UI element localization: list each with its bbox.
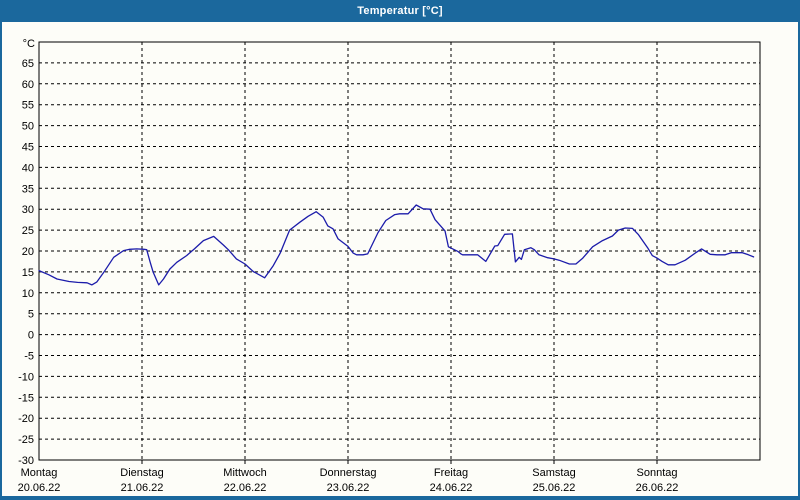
x-axis-day-label: Sonntag [637,467,678,479]
x-axis-day-label: Freitag [434,467,468,479]
x-axis-date-label: 22.06.22 [224,482,267,494]
y-axis-label: 55 [22,100,34,112]
x-axis-date-label: 26.06.22 [636,482,679,494]
x-axis-day-label: Donnerstag [320,467,377,479]
plot-border [38,41,761,461]
y-axis-label: 60 [22,79,34,91]
x-axis-date-label: 23.06.22 [327,482,370,494]
y-axis-label: 35 [22,183,34,195]
axes [38,41,761,464]
y-axis-label: 0 [28,330,34,342]
y-axis-labels: -30 -25 -20 -15 -10 -5 0 5 10 15 20 25 30 35 40 45 50 55 6… [18,38,35,467]
y-axis-label: 15 [22,267,34,279]
y-axis-label: -25 [18,434,34,446]
y-axis-unit-label: °C [23,38,35,50]
y-axis-label: 20 [22,246,34,258]
y-axis-label: 65 [22,58,34,70]
temperature-series-line [38,204,755,286]
x-axis-date-label: 21.06.22 [121,482,164,494]
window-title: Temperatur [°C] [357,5,443,17]
y-axis-label: 30 [22,204,34,216]
series-lines [38,204,755,286]
y-axis-label: -15 [18,392,34,404]
y-axis-label: 40 [22,162,34,174]
temperature-chart: -30 -25 -20 -15 -10 -5 0 5 10 15 20 25 30 35 40 45 50 55 6… [18,38,761,494]
x-axis-day-label: Dienstag [120,467,163,479]
y-axis-label: -30 [18,455,34,467]
y-axis-label: -10 [18,371,34,383]
x-axis-date-label: 20.06.22 [18,482,61,494]
x-axis-day-label: Samstag [532,467,575,479]
y-axis-label: -5 [24,351,34,363]
x-axis-day-label: Mittwoch [223,467,266,479]
x-axis-date-label: 24.06.22 [430,482,473,494]
y-axis-label: 10 [22,288,34,300]
chart-area: -30 -25 -20 -15 -10 -5 0 5 10 15 20 25 30 35 40 45 50 55 6… [2,22,798,496]
gridlines [39,42,760,460]
x-axis-labels: Montag 20.06.22 Dienstag 21.06.22 Mittwoch 22… [18,467,679,494]
x-axis-day-label: Montag [21,467,58,479]
y-axis-label: 25 [22,225,34,237]
window-title-bar[interactable]: Temperatur [°C] [0,0,800,22]
y-axis-label: 45 [22,142,34,154]
x-axis-date-label: 25.06.22 [533,482,576,494]
y-axis-label: 5 [28,309,34,321]
y-axis-label: 50 [22,121,34,133]
y-axis-label: -20 [18,413,34,425]
